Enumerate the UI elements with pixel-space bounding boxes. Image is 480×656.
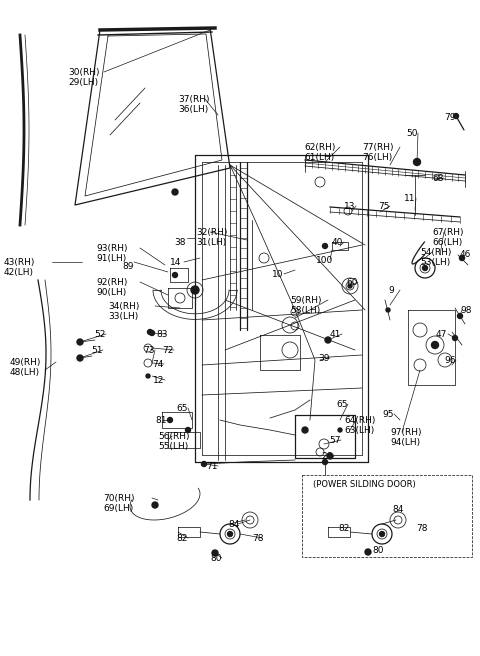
Text: 80: 80 bbox=[372, 546, 384, 555]
Circle shape bbox=[202, 462, 206, 466]
Text: 62(RH)
61(LH): 62(RH) 61(LH) bbox=[304, 143, 336, 163]
Text: 83: 83 bbox=[156, 330, 168, 339]
Text: 84: 84 bbox=[392, 505, 403, 514]
Text: 12: 12 bbox=[153, 376, 164, 385]
Text: 74: 74 bbox=[152, 360, 163, 369]
Text: 67(RH)
66(LH): 67(RH) 66(LH) bbox=[432, 228, 464, 247]
Text: 26: 26 bbox=[321, 452, 332, 461]
Text: 46: 46 bbox=[460, 250, 471, 259]
Text: 82: 82 bbox=[338, 524, 349, 533]
Text: 75: 75 bbox=[378, 202, 389, 211]
Bar bbox=[302, 475, 472, 557]
Text: 34(RH)
33(LH): 34(RH) 33(LH) bbox=[108, 302, 139, 321]
Text: 71: 71 bbox=[206, 462, 217, 471]
Circle shape bbox=[168, 417, 172, 422]
Text: 96: 96 bbox=[444, 356, 456, 365]
Circle shape bbox=[323, 243, 327, 249]
Text: 56(RH)
55(LH): 56(RH) 55(LH) bbox=[158, 432, 190, 451]
Circle shape bbox=[327, 453, 333, 459]
Text: 97(RH)
94(LH): 97(RH) 94(LH) bbox=[390, 428, 421, 447]
Circle shape bbox=[325, 337, 331, 343]
Circle shape bbox=[422, 266, 428, 270]
Text: 11: 11 bbox=[404, 194, 416, 203]
Circle shape bbox=[459, 255, 465, 260]
Circle shape bbox=[302, 427, 308, 433]
Text: 49(RH)
48(LH): 49(RH) 48(LH) bbox=[10, 358, 41, 377]
Text: 47: 47 bbox=[436, 330, 447, 339]
Circle shape bbox=[77, 355, 83, 361]
Text: 14: 14 bbox=[170, 258, 181, 267]
Text: 41: 41 bbox=[330, 330, 341, 339]
Text: 57: 57 bbox=[329, 436, 340, 445]
Circle shape bbox=[380, 531, 384, 537]
Text: (POWER SILDING DOOR): (POWER SILDING DOOR) bbox=[313, 480, 416, 489]
Text: 64(RH)
63(LH): 64(RH) 63(LH) bbox=[344, 416, 375, 436]
Circle shape bbox=[453, 335, 457, 340]
Text: 95: 95 bbox=[382, 410, 394, 419]
Text: 79: 79 bbox=[444, 113, 456, 122]
Text: 32(RH)
31(LH): 32(RH) 31(LH) bbox=[196, 228, 228, 247]
Circle shape bbox=[172, 189, 178, 195]
Text: 81: 81 bbox=[155, 416, 167, 425]
Circle shape bbox=[348, 284, 352, 288]
Text: 89: 89 bbox=[122, 262, 133, 271]
Text: 92(RH)
90(LH): 92(RH) 90(LH) bbox=[96, 278, 127, 297]
Text: 93(RH)
91(LH): 93(RH) 91(LH) bbox=[96, 244, 128, 264]
Circle shape bbox=[457, 314, 463, 319]
Text: 65: 65 bbox=[176, 404, 188, 413]
Text: 37(RH)
36(LH): 37(RH) 36(LH) bbox=[178, 95, 209, 114]
Text: 59(RH)
58(LH): 59(RH) 58(LH) bbox=[290, 296, 322, 316]
Text: 72: 72 bbox=[162, 346, 173, 355]
Text: 82: 82 bbox=[176, 534, 187, 543]
Circle shape bbox=[152, 502, 158, 508]
Text: 100: 100 bbox=[316, 256, 333, 265]
Text: 98: 98 bbox=[460, 306, 471, 315]
Circle shape bbox=[212, 550, 218, 556]
Text: 43(RH)
42(LH): 43(RH) 42(LH) bbox=[4, 258, 36, 277]
Text: 40: 40 bbox=[332, 238, 343, 247]
Text: 84: 84 bbox=[228, 520, 240, 529]
Circle shape bbox=[365, 549, 371, 555]
Circle shape bbox=[338, 428, 342, 432]
Text: 80: 80 bbox=[210, 554, 221, 563]
Text: 60: 60 bbox=[346, 278, 358, 287]
Circle shape bbox=[146, 374, 150, 378]
Circle shape bbox=[432, 342, 439, 348]
Text: 10: 10 bbox=[272, 270, 284, 279]
Text: 13: 13 bbox=[344, 202, 356, 211]
Circle shape bbox=[454, 113, 458, 119]
Circle shape bbox=[185, 428, 191, 432]
Text: 9: 9 bbox=[388, 286, 394, 295]
Circle shape bbox=[413, 159, 420, 165]
Circle shape bbox=[323, 459, 327, 464]
Circle shape bbox=[191, 286, 199, 294]
Text: 77(RH)
76(LH): 77(RH) 76(LH) bbox=[362, 143, 394, 163]
Circle shape bbox=[149, 331, 155, 335]
Circle shape bbox=[77, 339, 83, 345]
Circle shape bbox=[386, 308, 390, 312]
Text: 30(RH)
29(LH): 30(RH) 29(LH) bbox=[68, 68, 99, 87]
Text: 51: 51 bbox=[91, 346, 103, 355]
Text: 54(RH)
53(LH): 54(RH) 53(LH) bbox=[420, 248, 451, 268]
Text: 38: 38 bbox=[174, 238, 185, 247]
Text: 50: 50 bbox=[406, 129, 418, 138]
Text: 52: 52 bbox=[94, 330, 106, 339]
Text: 78: 78 bbox=[252, 534, 264, 543]
Text: 65: 65 bbox=[336, 400, 348, 409]
Circle shape bbox=[147, 329, 153, 335]
Circle shape bbox=[228, 531, 232, 537]
Text: 70(RH)
69(LH): 70(RH) 69(LH) bbox=[103, 494, 134, 514]
Text: 73: 73 bbox=[143, 346, 155, 355]
Circle shape bbox=[172, 272, 178, 277]
Text: 78: 78 bbox=[416, 524, 428, 533]
Text: 39: 39 bbox=[318, 354, 329, 363]
Text: 68: 68 bbox=[432, 174, 444, 183]
